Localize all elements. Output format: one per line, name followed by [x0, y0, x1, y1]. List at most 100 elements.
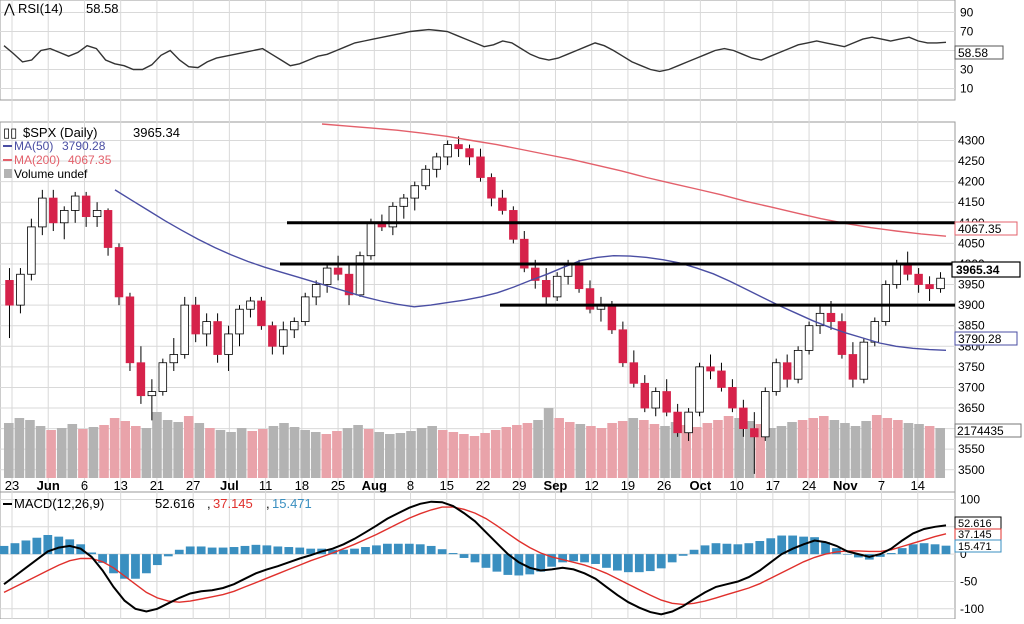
volume-bar	[797, 420, 808, 478]
volume-bar	[321, 434, 332, 478]
candle-body	[213, 321, 222, 355]
macd-histogram-bar	[886, 553, 896, 555]
x-tick-label: 21	[150, 478, 164, 493]
volume-bar	[554, 418, 564, 478]
macd-histogram-bar	[174, 549, 184, 555]
x-tick-label: Sep	[544, 478, 568, 493]
x-tick-label: 19	[621, 478, 635, 493]
candle-body	[410, 185, 419, 199]
volume-bar	[395, 433, 406, 478]
candle-body	[761, 391, 770, 438]
candle-body	[541, 280, 551, 298]
volume-bar	[88, 427, 99, 478]
volume-bar	[183, 416, 194, 478]
macd-histogram-bar	[415, 544, 425, 555]
candle-body	[684, 411, 693, 434]
volume-bar	[596, 428, 607, 478]
candle-body	[224, 333, 233, 355]
volume-bar	[215, 430, 226, 478]
candle-body	[81, 195, 91, 218]
macd-histogram-bar	[207, 547, 217, 555]
volume-bar	[607, 423, 617, 478]
volume-bar	[861, 421, 871, 478]
volume-bar	[35, 426, 46, 478]
x-tick-label: Jun	[37, 478, 60, 493]
macd-tick-label: 100	[960, 492, 980, 506]
macd-histogram-bar	[109, 554, 118, 574]
x-tick-label: 14	[911, 478, 925, 493]
volume-bar	[416, 428, 427, 478]
macd-histogram-bar	[21, 540, 31, 555]
volume-bar	[109, 418, 120, 478]
macd-histogram-bar	[853, 554, 863, 558]
macd-histogram-bar	[32, 537, 42, 555]
macd-histogram-bar	[393, 543, 403, 555]
macd-histogram-bar	[667, 554, 677, 563]
rsi-tick-label: 30	[960, 63, 974, 77]
candle-body	[443, 144, 452, 158]
rsi-legend-value: 58.58	[86, 1, 119, 16]
macd-histogram-bar	[580, 554, 589, 563]
x-tick-label: 8	[407, 478, 414, 493]
macd-tick-label: 0	[960, 547, 967, 561]
x-tick-label: 18	[295, 478, 309, 493]
ma200-legend-label: MA(200)	[14, 153, 60, 167]
x-tick-label: 26	[657, 478, 671, 493]
macd-histogram-bar	[591, 554, 600, 564]
macd-histogram-bar	[481, 554, 491, 568]
candle-body	[574, 263, 584, 290]
volume-bar	[141, 428, 152, 478]
candle-body	[70, 195, 80, 211]
candle-body	[311, 284, 321, 298]
volume-bar	[649, 424, 660, 478]
rsi-tick-label: 90	[960, 6, 974, 20]
candle-body	[717, 370, 726, 388]
macd-histogram-bar	[700, 545, 710, 555]
candle-body	[892, 263, 901, 285]
candle-body	[202, 321, 211, 335]
volume-bar	[691, 427, 702, 478]
volume-bar	[385, 434, 395, 478]
volume-bar	[935, 428, 945, 478]
macd-histogram-bar	[185, 546, 195, 555]
rsi-line	[3, 28, 947, 73]
volume-bar	[882, 418, 893, 478]
macd-legend-sep2: ,	[266, 496, 270, 511]
candle-body	[859, 341, 869, 380]
x-tick-label: Jul	[220, 478, 239, 493]
macd-histogram-bar	[339, 549, 348, 555]
volume-bar	[490, 430, 501, 478]
macd-histogram-bar	[131, 554, 140, 579]
macd-histogram-bar	[492, 554, 502, 572]
x-tick-label: 24	[802, 478, 816, 493]
candle-body	[136, 362, 146, 397]
macd-histogram-bar	[678, 554, 688, 556]
candle-body	[49, 197, 58, 224]
price-tick-label: 4300	[958, 133, 985, 147]
macd-histogram-bar	[634, 554, 644, 573]
candle-body	[60, 210, 69, 224]
macd-histogram-bar	[689, 549, 699, 555]
x-tick-label: 6	[81, 478, 88, 493]
macd-histogram-bar	[930, 544, 940, 555]
price-tick-label: 4250	[958, 154, 985, 168]
macd-histogram-bar	[437, 549, 447, 555]
volume-bar	[120, 421, 131, 478]
macd-histogram-bar	[799, 536, 808, 555]
candle-body	[640, 382, 650, 409]
volume-bar	[448, 432, 459, 478]
ma50-value-tag: 3790.28	[954, 331, 1018, 346]
volume-bar	[755, 424, 766, 478]
rsi-value-tag: 58.58	[954, 45, 1004, 60]
macd-histogram-bar	[142, 554, 151, 574]
macd-value-tags: 52.616 37.145 15.471	[954, 516, 1002, 553]
hist-value-tag-box	[954, 539, 1002, 553]
volume-bar	[734, 418, 744, 478]
candle-body	[925, 284, 934, 290]
candle-body	[531, 267, 540, 281]
macd-histogram-bar	[503, 554, 513, 575]
price-legend-value: 3965.34	[133, 125, 180, 140]
volume-bar	[776, 426, 787, 478]
candle-body	[454, 144, 463, 150]
